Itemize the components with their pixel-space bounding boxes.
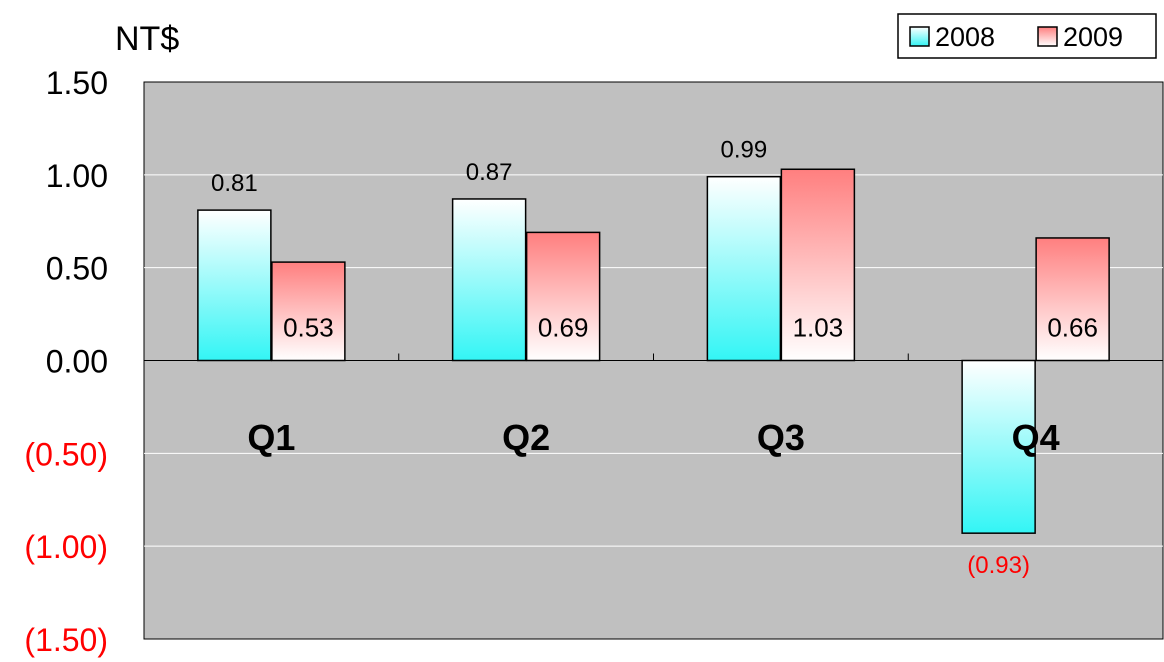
data-label-2008-q4: (0.93) <box>967 552 1030 579</box>
y-tick-label: (1.00) <box>24 529 108 565</box>
data-label-2008-q1: 0.81 <box>211 170 258 197</box>
data-labels: 0.81 0.53 0.87 0.69 0.99 1.03 (0.93) 0.66 <box>211 137 1098 579</box>
category-label-q2: Q2 <box>502 417 550 458</box>
legend-box <box>897 13 1157 59</box>
data-label-2009-q4: 0.66 <box>1047 313 1098 343</box>
legend: 2008 2009 <box>897 13 1157 59</box>
y-tick-label: 0.50 <box>46 251 108 287</box>
legend-label-2009: 2009 <box>1063 22 1123 52</box>
bar-2008-q3 <box>706 175 782 362</box>
bar-2009-q2 <box>525 231 601 362</box>
bar-2008-q1 <box>197 209 272 362</box>
bar-2008-q4 <box>961 359 1036 534</box>
bar-2009-q4 <box>1035 237 1110 362</box>
y-tick-labels: 1.50 1.00 0.50 0.00 (0.50) (1.00) (1.50) <box>24 65 108 658</box>
bar-2009-q1 <box>271 261 346 362</box>
legend-swatch-2008 <box>909 26 930 47</box>
bar-2009-q3 <box>780 168 856 362</box>
data-label-2008-q2: 0.87 <box>466 159 513 186</box>
legend-label-2008: 2008 <box>935 22 995 52</box>
y-tick-label: (1.50) <box>24 622 108 658</box>
y-tick-label: (0.50) <box>24 436 108 472</box>
bar-2008-q2 <box>451 198 527 362</box>
legend-swatch-2009 <box>1037 26 1058 47</box>
y-axis-label: NT$ <box>115 20 179 58</box>
bars <box>197 168 1110 534</box>
category-ticks <box>398 353 909 361</box>
category-labels: Q1 Q2 Q3 Q4 <box>247 417 1059 458</box>
y-tick-label: 1.50 <box>46 65 108 101</box>
y-tick-label: 0.00 <box>46 344 108 380</box>
category-label-q3: Q3 <box>757 417 805 458</box>
data-label-2008-q3: 0.99 <box>721 137 768 164</box>
data-label-2009-q3: 1.03 <box>793 313 844 343</box>
category-label-q1: Q1 <box>247 417 295 458</box>
category-label-q4: Q4 <box>1012 417 1060 458</box>
y-tick-label: 1.00 <box>46 158 108 194</box>
data-label-2009-q2: 0.69 <box>538 313 589 343</box>
data-label-2009-q1: 0.53 <box>283 313 334 343</box>
